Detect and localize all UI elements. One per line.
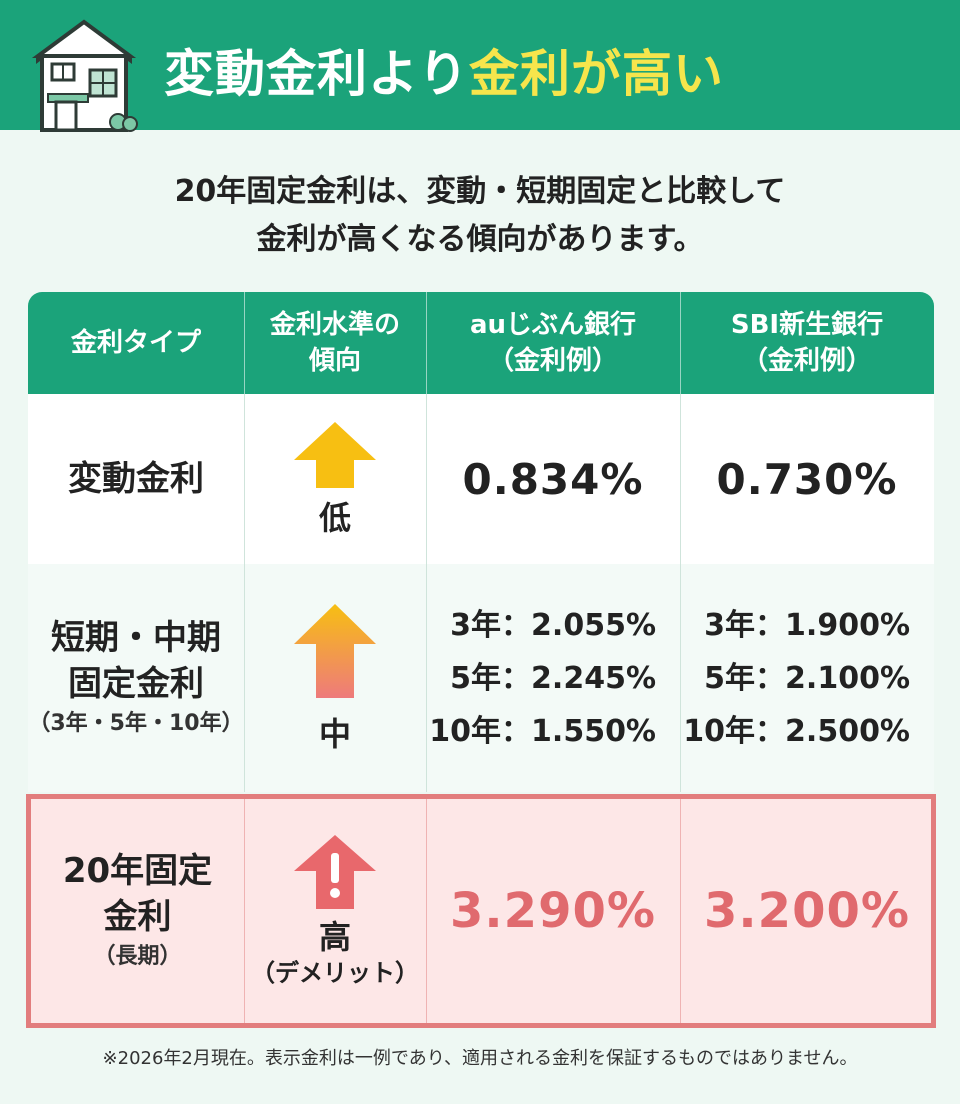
header-level: 金利水準の 傾向 xyxy=(244,292,426,394)
au-rate-3y: 3年：2.055% xyxy=(450,607,656,643)
lead-text: 20年固定金利は、変動・短期固定と比較して 金利が高くなる傾向があります。 xyxy=(0,168,960,264)
header-banner: 変動金利より金利が高い xyxy=(0,0,960,132)
au-rate-5y: 5年：2.245% xyxy=(450,660,656,696)
au-rate-value: 3.290% xyxy=(450,883,656,939)
level-cell: 中 xyxy=(244,564,426,792)
table-row-long-fixed: 20年固定 金利 （長期） 高 （デメリット） 3.290% 3.200% xyxy=(26,794,936,1028)
header-au-bank: auじぶん銀行 （金利例） xyxy=(426,292,680,394)
level-cell: 高 （デメリット） xyxy=(244,799,426,1023)
divider xyxy=(680,292,681,394)
sbi-rate-3y: 3年：1.900% xyxy=(704,607,910,643)
up-arrow-icon xyxy=(294,422,376,488)
rate-type-label: 固定金利 xyxy=(68,664,204,704)
rate-type-sub: （長期） xyxy=(93,944,182,969)
divider xyxy=(244,564,245,792)
table-row-variable: 変動金利 低 0.834% 0.730% xyxy=(28,394,934,564)
au-rate-list: 3年：2.055% 5年：2.245% 10年：1.550% xyxy=(429,599,656,758)
lead-line-2: 金利が高くなる傾向があります。 xyxy=(256,222,704,257)
footnote: ※2026年2月現在。表示金利は一例であり、適用される金利を保証するものではあり… xyxy=(102,1048,858,1069)
rate-type-label: 変動金利 xyxy=(68,459,204,499)
divider xyxy=(426,564,427,792)
divider xyxy=(244,394,245,564)
level-cell: 低 xyxy=(244,394,426,564)
divider xyxy=(426,292,427,394)
sbi-rate-value: 0.730% xyxy=(716,454,898,504)
rate-type-cell: 20年固定 金利 （長期） xyxy=(31,799,244,1023)
divider xyxy=(680,564,681,792)
up-arrow-icon xyxy=(294,604,376,698)
au-rate-value: 0.834% xyxy=(462,454,644,504)
rate-table: 金利タイプ 金利水準の 傾向 auじぶん銀行 （金利例） SBI新生銀行 （金利… xyxy=(26,292,936,1028)
level-label: 高 xyxy=(318,918,351,956)
rate-type-label: 金利 xyxy=(103,897,172,937)
header-label: SBI新生銀行 xyxy=(730,310,884,340)
sbi-rate-cell: 0.730% xyxy=(680,394,934,564)
title-part1: 変動金利より xyxy=(164,45,469,103)
level-label: 中 xyxy=(318,715,351,753)
divider xyxy=(244,799,245,1023)
level-label: 低 xyxy=(318,499,351,537)
header-label: （金利例） xyxy=(487,346,618,376)
table-header: 金利タイプ 金利水準の 傾向 auじぶん銀行 （金利例） SBI新生銀行 （金利… xyxy=(28,292,934,394)
rate-type-label: 20年固定 xyxy=(62,851,213,891)
table-row-short-mid: 短期・中期 固定金利 （3年・5年・10年） 中 3年：2.055% 5年：2.… xyxy=(28,564,934,792)
sbi-rate-cell: 3年：1.900% 5年：2.100% 10年：2.500% xyxy=(680,564,934,792)
header-label: auじぶん銀行 xyxy=(469,310,637,340)
page-title: 変動金利より金利が高い xyxy=(164,34,724,104)
header-label: 金利水準の xyxy=(269,310,400,340)
sbi-rate-cell: 3.200% xyxy=(680,799,934,1023)
sbi-rate-5y: 5年：2.100% xyxy=(704,660,910,696)
header-rate-type: 金利タイプ xyxy=(28,292,244,394)
divider xyxy=(426,394,427,564)
divider xyxy=(244,292,245,394)
divider xyxy=(426,799,427,1023)
sbi-rate-list: 3年：1.900% 5年：2.100% 10年：2.500% xyxy=(683,599,910,758)
lead-line-1: 20年固定金利は、変動・短期固定と比較して xyxy=(174,174,786,209)
warning-arrow-icon xyxy=(294,835,376,909)
house-icon xyxy=(31,19,138,132)
header-label: （金利例） xyxy=(741,346,872,376)
header-label: 金利タイプ xyxy=(70,328,201,358)
sbi-rate-value: 3.200% xyxy=(704,883,910,939)
divider xyxy=(680,799,681,1023)
level-sub-label: （デメリット） xyxy=(251,959,419,987)
divider xyxy=(680,394,681,564)
title-highlight: 金利が高い xyxy=(469,45,724,103)
header-label: 傾向 xyxy=(308,346,361,376)
rate-type-cell: 短期・中期 固定金利 （3年・5年・10年） xyxy=(28,564,244,792)
header-sbi-bank: SBI新生銀行 （金利例） xyxy=(680,292,934,394)
au-rate-10y: 10年：1.550% xyxy=(429,713,656,749)
rate-type-sub: （3年・5年・10年） xyxy=(28,711,244,736)
au-rate-cell: 0.834% xyxy=(426,394,680,564)
rate-type-label: 短期・中期 xyxy=(51,618,221,658)
au-rate-cell: 3.290% xyxy=(426,799,680,1023)
rate-type-cell: 変動金利 xyxy=(28,394,244,564)
sbi-rate-10y: 10年：2.500% xyxy=(683,713,910,749)
au-rate-cell: 3年：2.055% 5年：2.245% 10年：1.550% xyxy=(426,564,680,792)
